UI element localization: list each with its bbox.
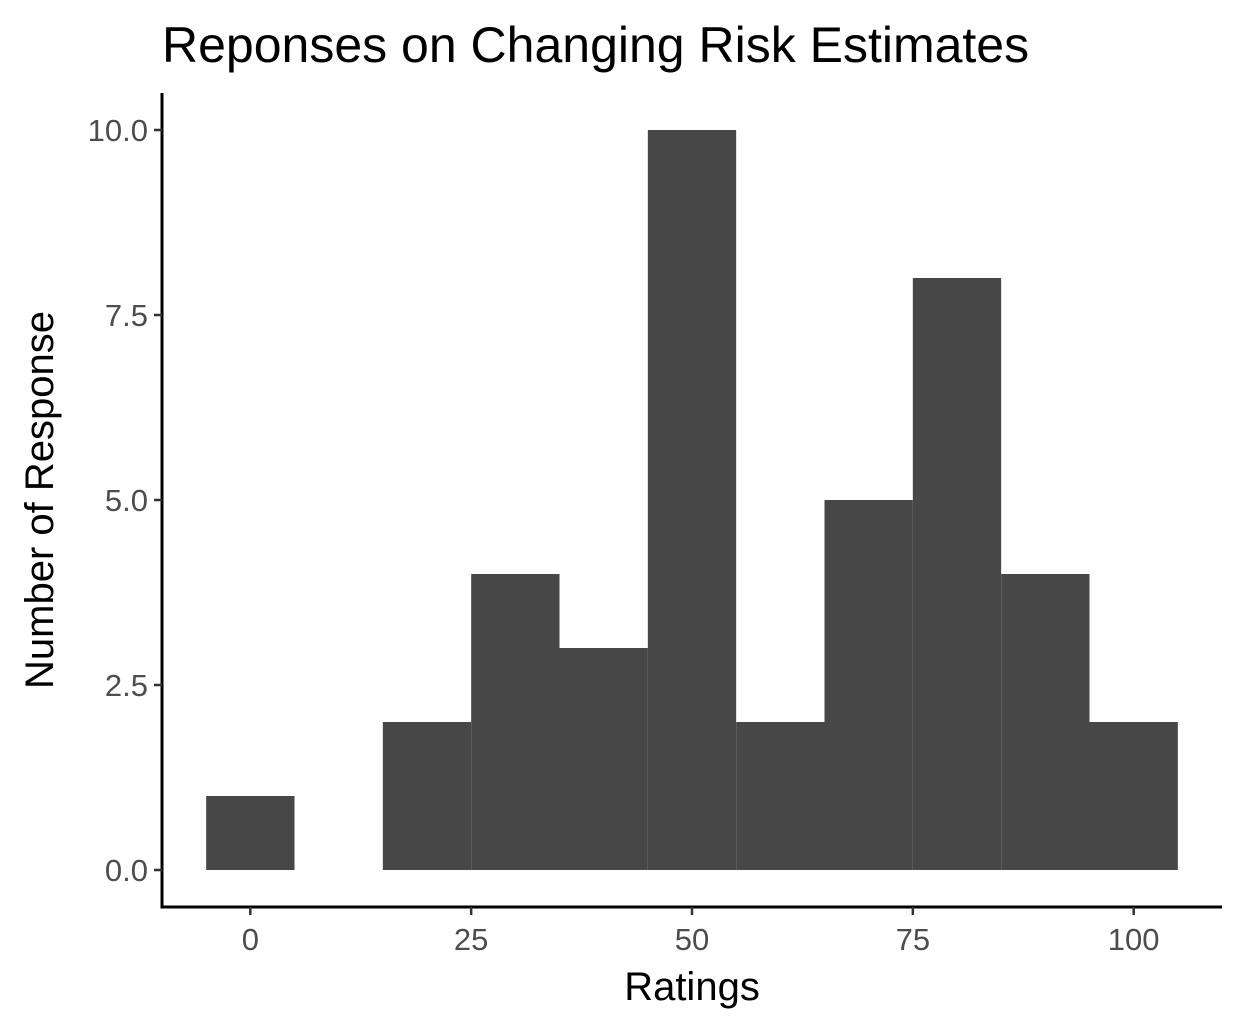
x-axis-title: Ratings: [624, 965, 760, 1009]
x-ticks-group: 0 25 50 75 100: [242, 907, 1160, 957]
histogram-bar-10: [1089, 722, 1178, 870]
x-tick-label: 50: [675, 922, 709, 957]
histogram-bar-4: [559, 648, 648, 870]
bars-group: [206, 130, 1178, 870]
histogram-bar-9: [1001, 574, 1090, 870]
chart-title: Reponses on Changing Risk Estimates: [162, 17, 1029, 73]
histogram-bar-5: [647, 130, 737, 870]
x-tick-label: 0: [242, 922, 259, 957]
x-tick-label: 25: [454, 922, 488, 957]
y-tick-label: 7.5: [105, 298, 148, 333]
histogram-bar-2: [382, 722, 472, 870]
histogram-bar-7: [824, 500, 913, 870]
x-tick-label: 75: [896, 922, 930, 957]
y-tick-label: 2.5: [105, 668, 148, 703]
y-tick-label: 10.0: [88, 113, 148, 148]
x-tick-label: 100: [1108, 922, 1160, 957]
histogram-bar-3: [471, 574, 560, 870]
histogram-bar-6: [736, 722, 825, 870]
histogram-bar-0: [206, 796, 295, 870]
y-tick-label: 5.0: [105, 483, 148, 518]
y-axis-title: Number of Response: [18, 311, 62, 689]
y-tick-label: 0.0: [105, 853, 148, 888]
histogram-bar-8: [912, 278, 1002, 870]
y-ticks-group: 0.0 2.5 5.0 7.5 10.0: [88, 113, 162, 888]
